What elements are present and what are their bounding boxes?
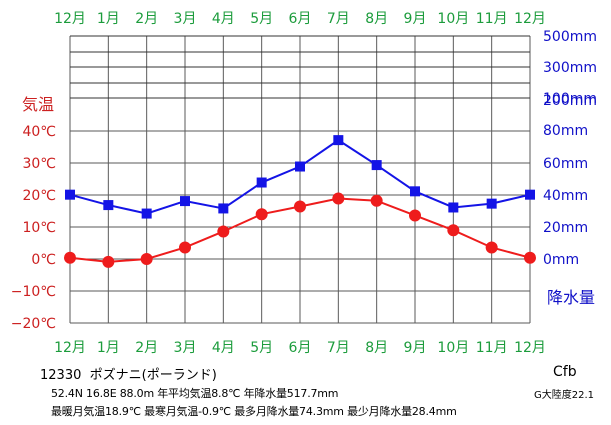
month-label-top: 2月 [135, 11, 158, 27]
precipitation-point [256, 177, 267, 188]
month-label-bottom: 12月 [54, 340, 86, 356]
station-summary-line: 52.4N 16.8E 88.0m 年平均気温8.8℃ 年降水量517.7mm [51, 387, 339, 400]
month-label-top: 11月 [476, 11, 508, 27]
station-extremes-line: 最暖月気温18.9℃ 最寒月気温-0.9℃ 最多月降水量74.3mm 最少月降水… [51, 405, 457, 418]
month-label-bottom: 4月 [212, 340, 235, 356]
temperature-tick-label: 0℃ [31, 252, 56, 268]
top-month-labels: 12月 1月 2月 3月 4月 5月 6月 7月 8月 9月 10月 11月 12月 [54, 11, 546, 27]
precipitation-tick-label: 40mm [543, 188, 588, 204]
precipitation-tick-label: 80mm [543, 123, 588, 139]
month-label-bottom: 3月 [174, 340, 197, 356]
month-label-bottom: 8月 [365, 340, 388, 356]
month-label-top: 7月 [327, 11, 350, 27]
precipitation-point [448, 202, 459, 213]
temperature-series [64, 192, 536, 268]
precipitation-tick-label: 300mm [543, 60, 597, 76]
temperature-point [217, 225, 230, 238]
month-label-bottom: 10月 [437, 340, 469, 356]
month-label-top: 6月 [289, 11, 312, 27]
temperature-point [524, 251, 536, 264]
temperature-point [447, 224, 460, 237]
month-label-top: 8月 [365, 11, 388, 27]
month-label-top: 10月 [437, 11, 469, 27]
precipitation-point [371, 160, 382, 171]
temperature-point [64, 251, 76, 264]
chart-grid [69, 35, 531, 324]
precipitation-point [103, 200, 114, 211]
precipitation-point [180, 196, 190, 207]
temperature-tick-label: 20℃ [22, 188, 56, 204]
temperature-point [179, 241, 191, 254]
precipitation-tick-label: 500mm [543, 29, 597, 45]
precipitation-point [65, 189, 75, 200]
month-label-top: 12月 [514, 11, 546, 27]
precipitation-tick-label: 200mm [543, 93, 597, 109]
month-label-top: 1月 [97, 11, 120, 27]
temperature-point [140, 253, 153, 265]
precipitation-tick-label: 0mm [543, 252, 579, 268]
month-label-top: 12月 [54, 11, 86, 27]
temperature-point [485, 241, 498, 254]
precipitation-point [486, 198, 497, 209]
precipitation-point [295, 161, 305, 172]
precipitation-point [218, 203, 229, 214]
month-label-bottom: 9月 [404, 340, 427, 356]
temperature-tick-label: −10℃ [11, 284, 56, 300]
temperature-tick-label: 30℃ [22, 156, 56, 172]
bottom-month-labels: 12月 1月 2月 3月 4月 5月 6月 7月 8月 9月 10月 11月 12月 [54, 340, 546, 356]
temperature-point [294, 200, 306, 213]
precipitation-point [410, 186, 420, 197]
climate-class: Cfb [553, 364, 577, 380]
precipitation-tick-label: 60mm [543, 156, 588, 172]
month-label-top: 3月 [174, 11, 197, 27]
station-name: ポズナニ(ポーランド) [89, 368, 217, 383]
month-label-top: 9月 [404, 11, 427, 27]
temperature-point [255, 208, 268, 221]
month-label-bottom: 6月 [289, 340, 312, 356]
month-label-bottom: 5月 [250, 340, 273, 356]
month-label-top: 4月 [212, 11, 235, 27]
month-label-top: 5月 [250, 11, 273, 27]
precipitation-series [65, 135, 535, 219]
month-label-bottom: 11月 [476, 340, 508, 356]
month-label-bottom: 7月 [327, 340, 350, 356]
month-label-bottom: 2月 [135, 340, 158, 356]
temperature-point [409, 209, 421, 222]
precipitation-tick-label: 20mm [543, 220, 588, 236]
month-label-bottom: 12月 [514, 340, 546, 356]
temperature-tick-label: 40℃ [22, 124, 56, 140]
station-heading: 12330 ポズナニ(ポーランド) [40, 364, 217, 383]
temperature-point [370, 194, 383, 207]
temperature-axis-ticks: 40℃ 30℃ 20℃ 10℃ 0℃ −10℃ −20℃ [11, 124, 56, 332]
temperature-axis-title: 気温 [22, 95, 54, 114]
station-code: 12330 [40, 368, 82, 383]
precipitation-point [141, 208, 152, 219]
temperature-tick-label: −20℃ [11, 316, 56, 332]
precipitation-point [333, 135, 344, 146]
continentality-index: G大陸度22.1 [534, 390, 595, 401]
precipitation-point [525, 189, 535, 200]
temperature-point [102, 255, 115, 268]
temperature-point [332, 192, 345, 205]
month-label-bottom: 1月 [97, 340, 120, 356]
precipitation-axis-title: 降水量 [547, 288, 595, 307]
temperature-tick-label: 10℃ [22, 220, 56, 236]
precipitation-tick-label: 100mm [543, 91, 597, 107]
